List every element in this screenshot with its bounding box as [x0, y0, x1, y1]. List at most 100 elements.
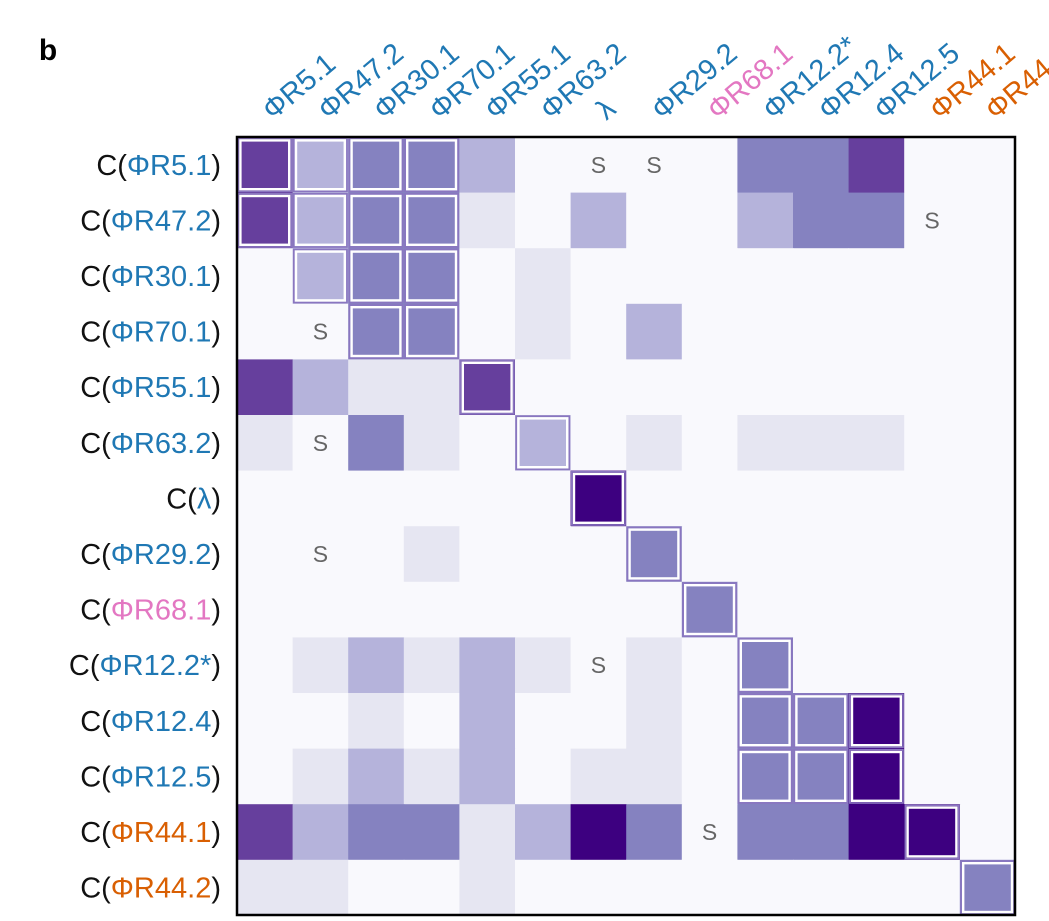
heatmap-cell — [403, 303, 460, 360]
heatmap-cell — [348, 137, 405, 194]
heatmap-cell — [570, 137, 627, 194]
heatmap-cell — [959, 470, 1016, 527]
heatmap-cell — [793, 359, 850, 416]
heatmap-cell — [515, 581, 572, 638]
heatmap-cell — [681, 859, 738, 916]
heatmap-cell — [626, 804, 683, 861]
cell-outline — [404, 248, 460, 304]
heatmap-cell — [459, 581, 516, 638]
heatmap-cell — [348, 804, 405, 861]
heatmap-cell — [570, 415, 627, 472]
heatmap-cell — [570, 192, 627, 249]
heatmap-cell — [959, 359, 1016, 416]
heatmap-cell — [904, 693, 961, 750]
heatmap-cell — [793, 137, 850, 194]
heatmap-cell — [959, 748, 1016, 805]
heatmap-cell — [626, 137, 683, 194]
heatmap-cell — [403, 859, 460, 916]
heatmap-cell — [793, 526, 850, 583]
heatmap-cell — [292, 748, 349, 805]
heatmap-cell — [737, 470, 794, 527]
heatmap-cell — [348, 693, 405, 750]
heatmap-cell — [848, 470, 905, 527]
heatmap-cell — [681, 248, 738, 305]
heatmap-cell — [626, 415, 683, 472]
heatmap-cell — [292, 303, 349, 360]
heatmap-cell — [737, 526, 794, 583]
heatmap-cell — [292, 637, 349, 694]
cell-outline — [292, 193, 348, 248]
heatmap-cell — [237, 693, 294, 750]
row-label: C(ΦR12.5) — [80, 761, 221, 793]
heatmap-cell — [848, 359, 905, 416]
heatmap-cell — [959, 693, 1016, 750]
heatmap-cell — [237, 303, 294, 360]
heatmap-cell — [348, 748, 405, 805]
cell-outline — [348, 248, 404, 304]
heatmap-cell — [237, 137, 294, 194]
heatmap-cell — [737, 359, 794, 416]
heatmap-cell — [459, 192, 516, 249]
heatmap-cell — [626, 581, 683, 638]
cell-outline — [348, 193, 404, 248]
heatmap-cell — [459, 415, 516, 472]
heatmap-cell — [515, 248, 572, 305]
heatmap-cell — [793, 637, 850, 694]
heatmap-cell — [348, 192, 405, 249]
cell-outline — [737, 748, 793, 804]
heatmap-cell — [681, 303, 738, 360]
heatmap-cell — [626, 637, 683, 694]
row-label: C(ΦR68.1) — [80, 595, 221, 627]
row-label: C(ΦR30.1) — [80, 261, 221, 293]
heatmap-cell — [292, 359, 349, 416]
heatmap-cell — [681, 693, 738, 750]
s-mark: S — [313, 430, 328, 456]
heatmap-cell — [570, 804, 627, 861]
heatmap-cell — [848, 303, 905, 360]
cell-outline — [515, 415, 571, 471]
heatmap-cells — [237, 137, 1016, 916]
row-label: C(ΦR70.1) — [80, 317, 221, 349]
heatmap-cell — [848, 526, 905, 583]
heatmap-cell — [459, 470, 516, 527]
cell-outlines — [237, 137, 1016, 916]
heatmap-cell — [570, 359, 627, 416]
heatmap-cell — [959, 637, 1016, 694]
heatmap-cell — [904, 748, 961, 805]
heatmap-cell — [403, 526, 460, 583]
heatmap-cell — [515, 637, 572, 694]
row-label: C(ΦR44.2) — [80, 873, 221, 905]
heatmap-cell — [626, 248, 683, 305]
heatmap-cell — [626, 470, 683, 527]
heatmap-cell — [292, 137, 349, 194]
heatmap-cell — [737, 693, 794, 750]
heatmap-cell — [793, 693, 850, 750]
column-label: λ — [590, 92, 622, 126]
heatmap-cell — [959, 192, 1016, 249]
heatmap-cell — [348, 359, 405, 416]
heatmap-frame — [235, 135, 1017, 917]
heatmap-cell — [959, 804, 1016, 861]
heatmap-cell — [848, 693, 905, 750]
heatmap-cell — [959, 137, 1016, 194]
heatmap-cell — [292, 192, 349, 249]
heatmap-cell — [515, 526, 572, 583]
heatmap-cell — [848, 637, 905, 694]
s-mark: S — [591, 652, 606, 678]
heatmap-cell — [848, 192, 905, 249]
heatmap-cell — [570, 859, 627, 916]
s-mark: S — [646, 152, 661, 178]
heatmap-cell — [848, 859, 905, 916]
heatmap-cell — [237, 415, 294, 472]
heatmap-cell — [237, 637, 294, 694]
row-label: C(ΦR44.1) — [80, 817, 221, 849]
heatmap-cell — [737, 137, 794, 194]
heatmap-cell — [459, 804, 516, 861]
heatmap-cell — [403, 693, 460, 750]
heatmap-cell — [570, 526, 627, 583]
heatmap-cell — [848, 248, 905, 305]
heatmap-cell — [959, 303, 1016, 360]
